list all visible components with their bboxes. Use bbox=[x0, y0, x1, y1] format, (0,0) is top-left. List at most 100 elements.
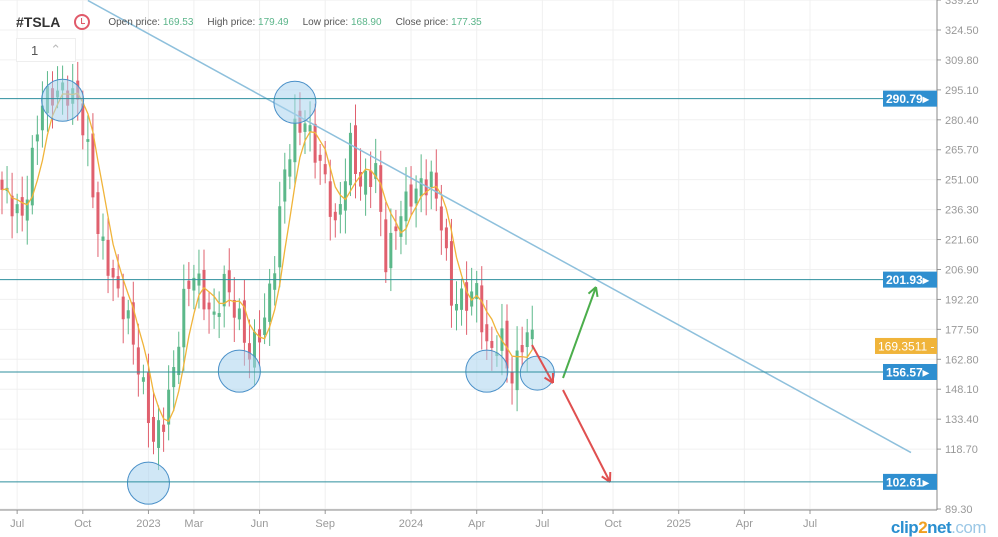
candle bbox=[10, 172, 14, 239]
candle-body bbox=[172, 367, 176, 388]
open-label: Open price: bbox=[108, 16, 161, 28]
candle-body bbox=[273, 273, 277, 290]
candle-body bbox=[525, 332, 529, 348]
candle-body bbox=[449, 241, 453, 306]
interval-selector[interactable]: 1 ⌃ bbox=[16, 38, 76, 62]
candle bbox=[268, 268, 272, 346]
y-tick-label: 265.70 bbox=[945, 145, 979, 157]
arrow-shaft bbox=[562, 389, 611, 483]
candle-body bbox=[313, 123, 317, 163]
x-tick-label: Jun bbox=[251, 518, 269, 530]
x-tick-label: Apr bbox=[468, 518, 485, 530]
x-tick-label: 2025 bbox=[666, 518, 690, 530]
y-tick-label: 309.80 bbox=[945, 55, 979, 67]
interval-value: 1 bbox=[31, 42, 39, 58]
candle-body bbox=[0, 179, 4, 190]
candle bbox=[91, 113, 95, 209]
candle bbox=[515, 326, 519, 412]
chart-header: #TSLA Open price: 169.53 High price: 179… bbox=[16, 14, 496, 30]
candle bbox=[227, 248, 231, 307]
candle-body bbox=[490, 340, 494, 348]
level-price-label bbox=[883, 473, 937, 490]
candle bbox=[25, 175, 29, 245]
candle-body bbox=[359, 171, 363, 187]
candle-body bbox=[207, 302, 211, 310]
candle-body bbox=[162, 424, 166, 432]
candle-body bbox=[40, 105, 44, 131]
candle bbox=[232, 277, 236, 343]
candle-body bbox=[369, 170, 373, 187]
x-tick-label: Jul bbox=[10, 518, 24, 530]
candle-body bbox=[146, 372, 150, 424]
candle-body bbox=[485, 324, 489, 342]
arrow-shaft bbox=[531, 344, 554, 384]
level-price-text: 201.93▸ bbox=[886, 273, 930, 287]
level-price-text: 290.79▸ bbox=[886, 92, 930, 106]
candle bbox=[384, 202, 388, 283]
candle bbox=[152, 392, 155, 455]
candle-body bbox=[116, 276, 120, 289]
candle bbox=[409, 166, 413, 216]
candle bbox=[429, 160, 433, 210]
candle-body bbox=[268, 283, 272, 322]
x-tick-label: Oct bbox=[74, 518, 91, 530]
candle-body bbox=[258, 329, 262, 343]
candle-body bbox=[343, 181, 347, 211]
candle-body bbox=[409, 184, 413, 207]
candle bbox=[404, 167, 408, 245]
candle bbox=[465, 261, 469, 335]
candle bbox=[323, 140, 327, 184]
y-tick-label: 206.90 bbox=[945, 264, 979, 276]
candle-body bbox=[419, 178, 423, 197]
candle bbox=[449, 218, 453, 328]
low-value: 168.90 bbox=[350, 16, 382, 28]
candle-body bbox=[424, 179, 428, 196]
candle bbox=[288, 144, 292, 190]
current-price-text: 169.3511 - bbox=[878, 339, 935, 353]
candle-body bbox=[399, 216, 403, 237]
candle bbox=[162, 407, 166, 452]
candle bbox=[414, 175, 418, 228]
x-tick-label: Oct bbox=[604, 518, 621, 530]
arrow-head bbox=[595, 286, 599, 298]
chevron-up-icon: ⌃ bbox=[50, 42, 62, 57]
candle-body bbox=[167, 389, 171, 425]
arrow-head bbox=[587, 286, 597, 295]
candle-body bbox=[111, 268, 115, 278]
candle bbox=[136, 323, 140, 397]
candle-body bbox=[182, 288, 186, 348]
candle-body bbox=[263, 317, 267, 336]
candle bbox=[212, 288, 216, 329]
candle-body bbox=[121, 296, 125, 320]
candle bbox=[318, 143, 322, 185]
candle bbox=[510, 356, 514, 405]
low-label: Low price: bbox=[302, 16, 349, 28]
y-tick-label: 89.30 bbox=[945, 504, 973, 516]
candle bbox=[237, 298, 241, 331]
candle bbox=[111, 259, 115, 302]
highlight-circle bbox=[41, 78, 85, 122]
candle-body bbox=[222, 273, 226, 307]
x-tick-label: 2023 bbox=[136, 518, 160, 530]
candle bbox=[187, 262, 191, 307]
current-price-label bbox=[875, 337, 937, 354]
y-tick-label: 295.10 bbox=[945, 85, 979, 97]
candle-body bbox=[227, 270, 231, 293]
candle bbox=[96, 181, 100, 257]
clock-icon[interactable] bbox=[74, 14, 91, 30]
candle-body bbox=[131, 302, 135, 345]
highlight-circle bbox=[465, 349, 509, 393]
candle bbox=[172, 350, 176, 412]
x-tick-label: Jul bbox=[803, 518, 817, 530]
candle-body bbox=[141, 377, 145, 382]
candle bbox=[141, 364, 145, 395]
candle-body bbox=[10, 195, 14, 217]
candle-body bbox=[328, 181, 332, 217]
candle bbox=[101, 213, 105, 260]
y-tick-label: 118.70 bbox=[945, 444, 978, 456]
level-price-text: 102.61▸ bbox=[886, 475, 930, 489]
candle bbox=[222, 265, 226, 328]
candle-body bbox=[414, 188, 418, 204]
candle-body bbox=[520, 345, 524, 353]
